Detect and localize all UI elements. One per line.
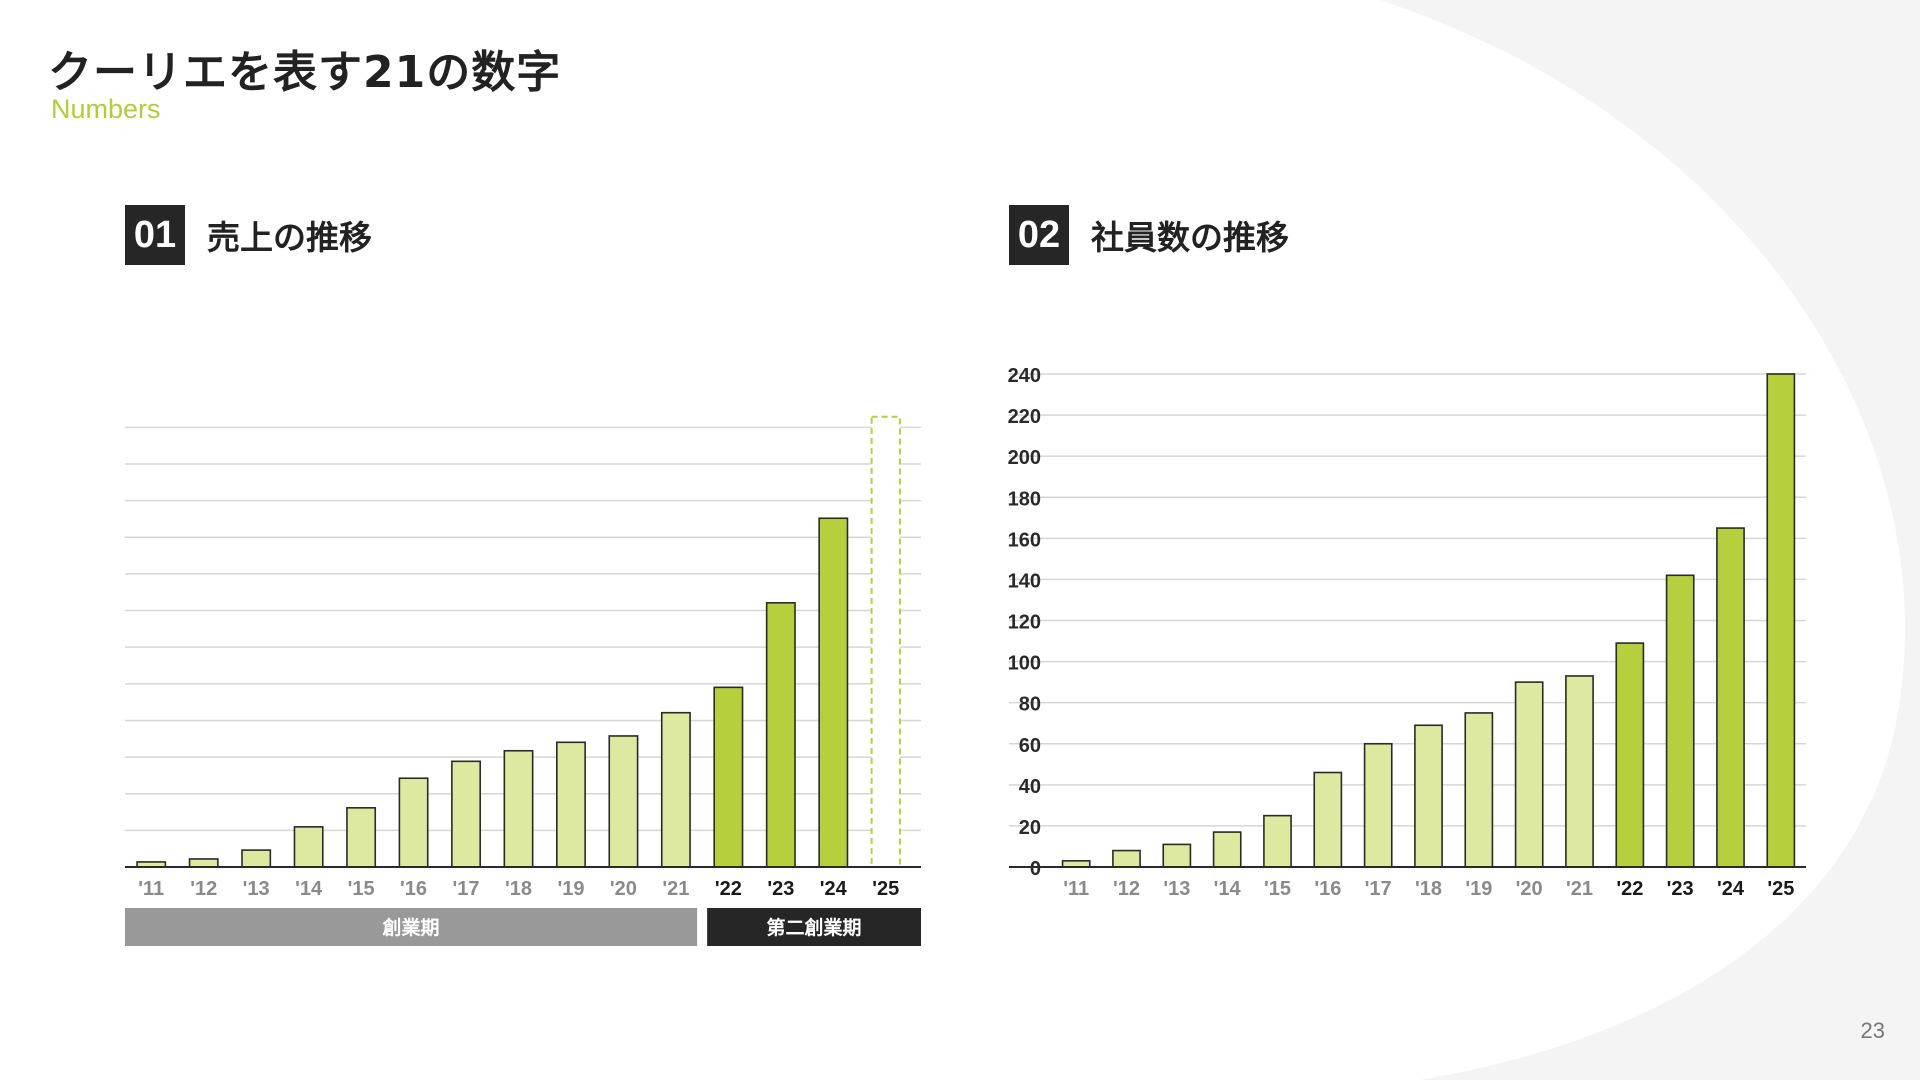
page-number: 23 [1860, 1018, 1885, 1043]
bar [713, 686, 744, 868]
y-tick-label: 140 [1008, 570, 1041, 592]
x-tick-label: '18 [1415, 878, 1442, 900]
x-tick-label: '21 [662, 878, 689, 900]
y-tick-label: 40 [1019, 776, 1041, 798]
bar [556, 741, 586, 868]
x-tick-label: '16 [1314, 878, 1341, 900]
bar [1263, 814, 1292, 868]
bar [1766, 373, 1796, 868]
y-tick-label: 200 [1008, 447, 1041, 469]
x-tick-label: '22 [715, 878, 742, 900]
bar [1615, 642, 1645, 868]
x-tick-label: '14 [1214, 878, 1242, 900]
x-tick-label: '21 [1566, 878, 1593, 900]
x-tick-label: '16 [400, 878, 427, 900]
bar [1464, 712, 1494, 868]
y-tick-label: 100 [1008, 653, 1041, 675]
section-employees-header: 02 社員数の推移 [1009, 205, 1289, 265]
y-tick-label: 220 [1008, 406, 1041, 428]
page-title: クーリエを表す21の数字 [48, 47, 562, 98]
period-band [125, 908, 698, 946]
bar [293, 826, 324, 868]
section-title: 社員数の推移 [1091, 218, 1289, 257]
section-title: 売上の推移 [207, 218, 372, 257]
bar [1665, 574, 1695, 868]
y-tick-label: 0 [1030, 858, 1041, 880]
sales-chart: '11 '12 '13 '14 '15 '16 '17 '18 '19 '20 '21 '22 '23 '… [125, 415, 921, 946]
y-tick-label: 80 [1019, 694, 1041, 716]
x-tick-label: '18 [505, 878, 532, 900]
x-tick-label: '13 [1163, 878, 1190, 900]
bar [1565, 675, 1594, 868]
bar [1162, 843, 1192, 868]
y-tick-label: 160 [1008, 529, 1041, 551]
x-tick-label: '20 [610, 878, 637, 900]
x-tick-label: '11 [138, 878, 164, 900]
bar [188, 858, 219, 868]
x-tick-label: '19 [557, 878, 584, 900]
x-tick-label: '25 [1767, 878, 1794, 900]
bar [1514, 681, 1544, 868]
x-tick-label: '15 [1264, 878, 1291, 900]
y-tick-label: 20 [1019, 817, 1041, 839]
bar [1716, 527, 1745, 868]
x-tick-label: '20 [1516, 878, 1543, 900]
section-sales-header: 01 売上の推移 [125, 205, 372, 265]
x-tick-label: '22 [1616, 878, 1643, 900]
x-tick-label: '12 [1113, 878, 1140, 900]
x-tick-label: '23 [1667, 878, 1694, 900]
x-tick-label: '24 [820, 878, 848, 900]
bar [1112, 849, 1141, 868]
bar [241, 849, 272, 868]
bar [1363, 742, 1393, 868]
bar [346, 807, 377, 868]
x-tick-label: '13 [243, 878, 270, 900]
x-tick-label: '19 [1465, 878, 1492, 900]
x-tick-label: '15 [348, 878, 375, 900]
period-label: 創業期 [383, 916, 440, 939]
x-tick-label: '24 [1717, 878, 1745, 900]
x-tick-label: '17 [1365, 878, 1392, 900]
section-number-badge: 02 [1009, 205, 1069, 265]
x-tick-label: '17 [453, 878, 480, 900]
bar [608, 735, 639, 868]
x-tick-label: '23 [767, 878, 794, 900]
bar [660, 711, 691, 868]
y-tick-label: 120 [1008, 612, 1041, 634]
bar [818, 517, 849, 868]
period-band [707, 908, 921, 946]
bar [1212, 831, 1242, 868]
x-tick-label: '12 [190, 878, 217, 900]
x-tick-label: '14 [295, 878, 323, 900]
y-tick-label: 240 [1008, 365, 1041, 387]
period-label: 第二創業期 [767, 916, 862, 939]
y-tick-label: 180 [1008, 488, 1041, 510]
bar [451, 760, 481, 868]
x-tick-label: '25 [872, 878, 899, 900]
bar [1313, 771, 1343, 868]
bar [398, 777, 429, 868]
y-tick-label: 60 [1019, 735, 1041, 757]
bar [503, 749, 534, 868]
bar [870, 415, 901, 868]
x-tick-label: '11 [1063, 878, 1089, 900]
section-number-badge: 01 [125, 205, 185, 265]
bar [765, 601, 796, 868]
employees-chart: 0 20 40 60 80 100 120 140 160 180 200 220 240 '11 '12 '… [1008, 365, 1806, 900]
bar [1414, 724, 1443, 868]
page-subtitle: Numbers [51, 94, 161, 124]
